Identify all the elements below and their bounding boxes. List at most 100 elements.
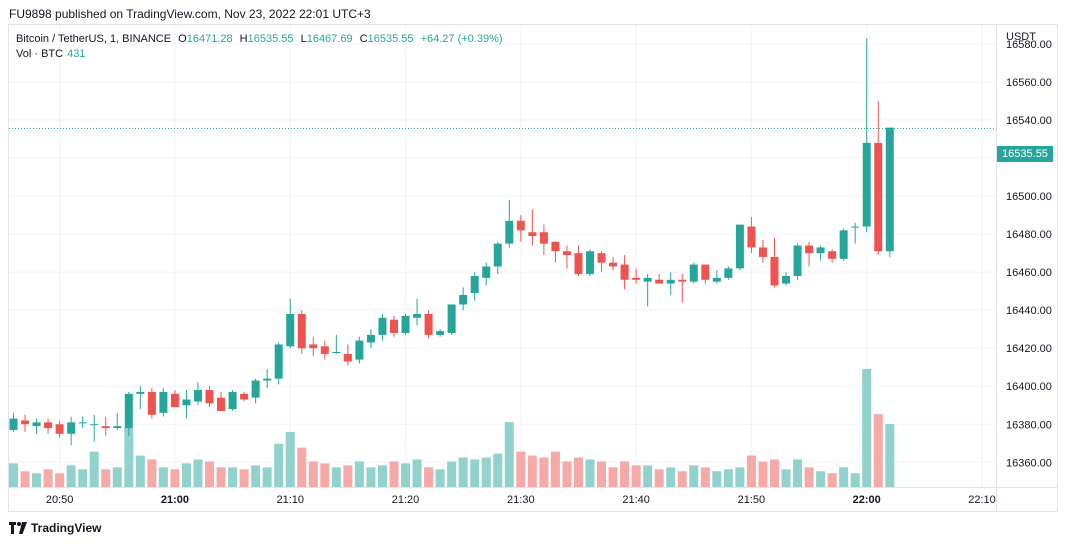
candle-body-39 [459, 294, 468, 305]
low-key: L [300, 33, 307, 45]
volume-bar-75 [873, 414, 883, 487]
candle-body-8 [101, 426, 110, 429]
candle-body-10 [124, 393, 133, 429]
x-tick-label-8: 22:10 [968, 494, 996, 506]
candle-body-6 [78, 422, 87, 424]
y-tick-label-11: 16580.00 [1006, 39, 1052, 51]
candle-body-68 [793, 245, 802, 276]
volume-bar-57 [666, 467, 676, 487]
x-tick-label-6: 21:50 [738, 494, 766, 506]
volume-bar-48 [562, 461, 572, 487]
candle-body-4 [55, 424, 64, 434]
y-tick-label-10: 16560.00 [1006, 77, 1052, 89]
candle-body-69 [805, 245, 814, 254]
volume-bar-21 [251, 465, 261, 487]
x-tick-label-5: 21:40 [622, 494, 650, 506]
volume-bar-50 [585, 459, 595, 487]
ohlc-legend: Bitcoin / TetherUS, 1, BINANCE O16471.28… [16, 33, 503, 45]
candle-body-30 [355, 340, 364, 360]
volume-bar-64 [746, 455, 756, 487]
volume-value: 431 [67, 48, 86, 60]
volume-bar-74 [862, 369, 872, 487]
candle-body-72 [839, 230, 848, 259]
volume-bar-18 [216, 467, 226, 487]
candle-body-50 [586, 251, 594, 275]
volume-bar-63 [735, 467, 745, 487]
volume-bar-46 [539, 457, 549, 487]
volume-bar-29 [343, 465, 353, 487]
volume-bar-65 [758, 461, 768, 487]
volume-bar-44 [516, 451, 526, 487]
volume-bar-66 [769, 459, 779, 487]
candle-body-49 [574, 253, 583, 275]
y-tick-label-5: 16460.00 [1006, 267, 1052, 279]
volume-bar-11 [135, 455, 145, 487]
candle-body-3 [44, 422, 53, 429]
volume-bar-60 [700, 467, 710, 487]
y-tick-label-1: 16380.00 [1006, 419, 1052, 431]
volume-bar-14 [170, 469, 180, 487]
candle-body-47 [551, 241, 560, 252]
candle-body-73 [851, 226, 860, 228]
y-tick-label-2: 16400.00 [1006, 381, 1052, 393]
volume-bar-6 [78, 469, 88, 487]
candle-body-5 [67, 422, 76, 434]
volume-label: Vol · BTC [16, 48, 64, 60]
candle-body-38 [447, 304, 456, 333]
footer-brand[interactable]: TradingView [9, 521, 101, 535]
candle-body-60 [701, 264, 710, 280]
volume-bar-23 [274, 443, 284, 487]
candle-body-58 [678, 279, 687, 282]
volume-bar-10 [124, 428, 134, 487]
volume-bar-25 [297, 447, 307, 487]
candle-body-54 [632, 277, 641, 280]
x-tick-label-1: 21:00 [161, 494, 189, 506]
volume-bar-4 [55, 473, 65, 487]
last-price-tag: 16535.55 [997, 146, 1053, 162]
open-value: 16471.28 [186, 33, 233, 45]
volume-bar-35 [412, 459, 422, 487]
candle-body-15 [182, 399, 191, 406]
candle-body-59 [689, 264, 698, 282]
candle-body-45 [528, 232, 537, 237]
candle-body-34 [401, 315, 410, 333]
volume-bar-68 [793, 459, 803, 487]
candle-body-22 [263, 378, 272, 381]
volume-bar-56 [654, 469, 664, 487]
candle-body-17 [205, 390, 214, 404]
volume-bar-3 [43, 469, 53, 487]
volume-bar-0 [9, 463, 18, 487]
x-tick-label-4: 21:30 [507, 494, 535, 506]
volume-bar-36 [424, 467, 434, 487]
volume-bar-31 [366, 467, 376, 487]
candle-body-11 [136, 391, 145, 394]
y-tick-label-6: 16480.00 [1006, 229, 1052, 241]
candle-body-57 [666, 279, 675, 284]
x-tick-label-3: 21:20 [392, 494, 420, 506]
x-tick-label-0: 20:50 [46, 494, 74, 506]
candle-body-36 [424, 313, 433, 335]
candle-body-33 [389, 319, 398, 333]
close-value: 16535.55 [367, 33, 414, 45]
volume-bar-24 [285, 431, 295, 487]
volume-bar-30 [354, 461, 364, 487]
candle-body-18 [217, 397, 226, 411]
volume-bar-45 [527, 455, 537, 487]
candle-body-44 [516, 220, 525, 231]
x-tick-label-2: 21:10 [276, 494, 304, 506]
volume-bar-37 [435, 469, 445, 487]
volume-bar-12 [147, 459, 157, 487]
candle-body-29 [343, 353, 352, 362]
candle-body-12 [147, 391, 156, 415]
candle-body-26 [309, 344, 318, 349]
candle-body-13 [159, 391, 168, 413]
volume-bar-9 [112, 467, 122, 487]
tradingview-logo-icon [9, 522, 27, 534]
change-value: +64.27 (+0.39%) [420, 33, 503, 45]
candle-body-20 [240, 393, 249, 400]
candle-body-51 [597, 253, 606, 263]
candle-body-23 [274, 344, 283, 379]
candle-body-71 [828, 251, 837, 259]
volume-bar-16 [193, 459, 203, 487]
